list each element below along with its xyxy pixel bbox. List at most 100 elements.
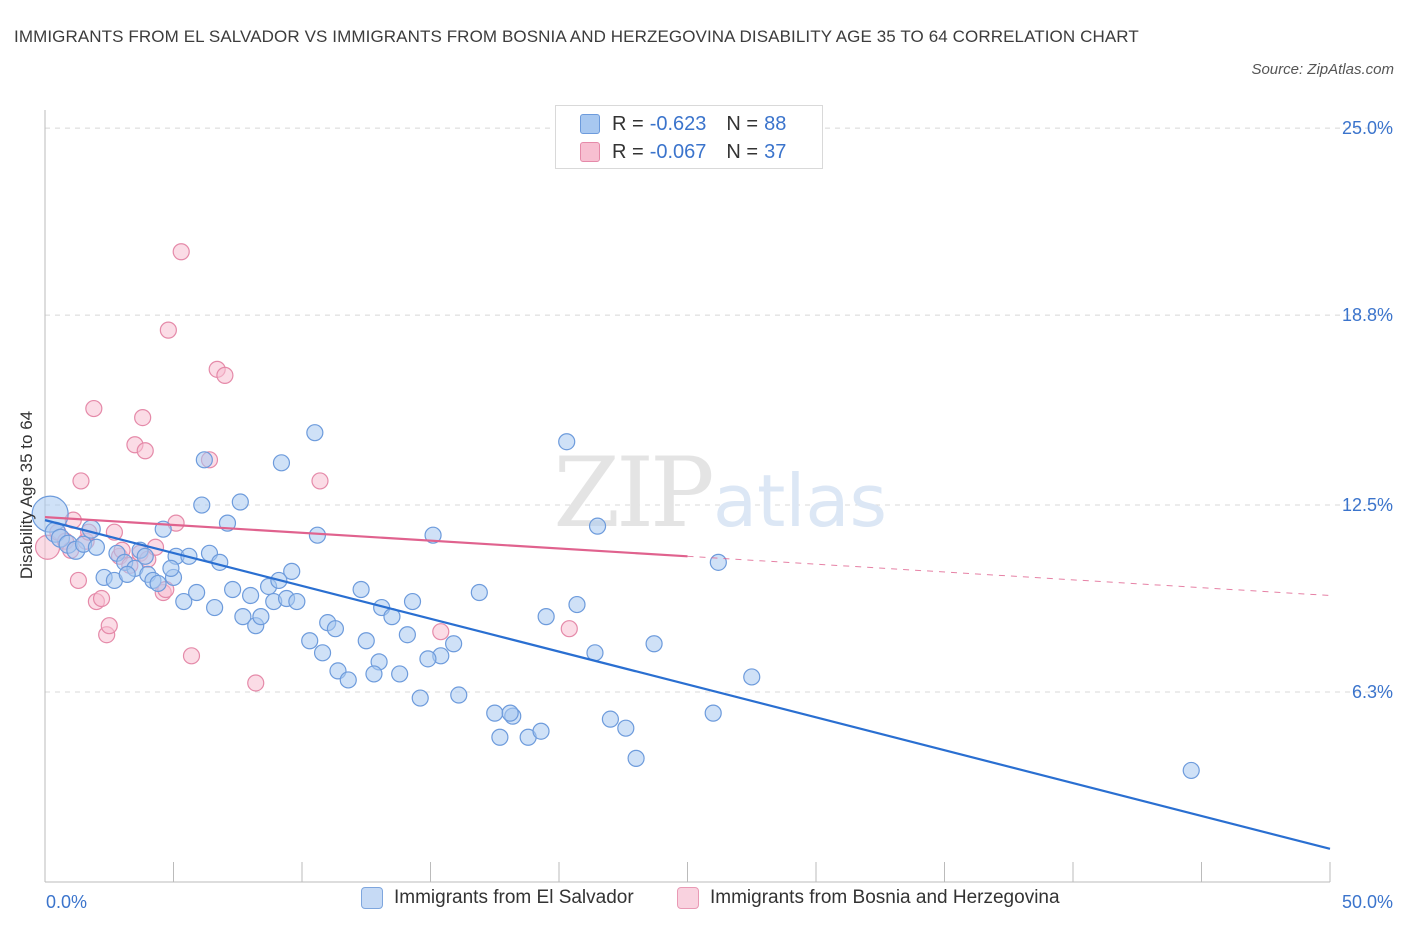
blue-point — [588, 517, 607, 535]
pink-point — [159, 321, 177, 339]
y-tick-label: 18.8% — [1342, 305, 1393, 325]
legend-item-el-salvador[interactable]: Immigrants from El Salvador — [361, 887, 634, 909]
blue-point — [1182, 761, 1200, 780]
pink-trend-extension — [687, 555, 1331, 597]
series-legend: Immigrants from El Salvador Immigrants f… — [0, 887, 1406, 917]
y-tick-label: 12.5% — [1342, 495, 1393, 515]
blue-point — [568, 595, 586, 614]
gridlines — [45, 127, 1390, 693]
blue-point — [195, 451, 213, 469]
blue-point — [491, 728, 509, 746]
blue-point — [558, 433, 576, 451]
y-tick-label: 25.0% — [1342, 118, 1393, 138]
blue-point — [470, 583, 488, 602]
trend-lines — [44, 516, 1331, 850]
blue-point — [306, 424, 324, 442]
blue-point — [411, 689, 429, 707]
r-value: -0.067 — [649, 140, 707, 163]
blue-point — [398, 626, 416, 644]
blue-point — [419, 650, 437, 668]
legend-swatch-blue — [580, 114, 600, 134]
blue-point — [743, 668, 761, 686]
watermark: ZIP atlas — [553, 437, 887, 549]
blue-point — [288, 592, 306, 611]
legend-swatch-pink — [580, 142, 600, 162]
blue-point — [242, 586, 260, 605]
r-label: R = — [612, 140, 644, 163]
watermark-zip: ZIP — [553, 437, 712, 549]
blue-point — [339, 671, 357, 689]
blue-point — [627, 749, 645, 767]
chart-title: IMMIGRANTS FROM EL SALVADOR VS IMMIGRANT… — [14, 27, 1139, 46]
blue-point — [357, 632, 375, 650]
blue-point — [175, 592, 193, 611]
pink-point — [69, 571, 88, 590]
pink-point — [136, 442, 154, 460]
blue-point — [645, 635, 663, 653]
blue-point — [81, 519, 101, 539]
blue-point — [149, 574, 167, 593]
source-label: Source: ZipAtlas.com — [1251, 61, 1394, 78]
axes — [44, 110, 1331, 883]
pink-points — [34, 243, 578, 692]
correlation-legend: R = -0.623 N = 88 R = -0.067 N = 37 — [555, 105, 823, 169]
blue-point — [403, 592, 422, 611]
blue-point — [224, 580, 242, 599]
pink-point — [432, 623, 450, 641]
n-label: N = — [726, 140, 759, 163]
blue-point — [252, 608, 270, 626]
blue-point — [424, 526, 442, 544]
blue-point — [326, 620, 345, 638]
pink-point — [216, 366, 234, 384]
blue-point — [486, 704, 504, 722]
legend-item-bosnia[interactable]: Immigrants from Bosnia and Herzegovina — [677, 887, 1060, 909]
blue-point — [501, 704, 519, 722]
blue-trend-line — [44, 519, 1331, 850]
x-tick-label-end: 50.0% — [1342, 892, 1393, 912]
legend-label: Immigrants from Bosnia and Herzegovina — [710, 887, 1060, 908]
blue-point — [601, 710, 620, 728]
r-value: -0.623 — [649, 112, 707, 135]
blue-point — [532, 722, 550, 740]
pink-point — [172, 243, 190, 261]
pink-point — [72, 472, 90, 490]
blue-point — [234, 608, 252, 626]
blue-point — [445, 635, 463, 653]
pink-trend-line — [44, 516, 688, 558]
blue-point — [283, 562, 301, 580]
blue-point — [188, 583, 206, 602]
pink-point — [560, 620, 578, 638]
pink-point — [311, 472, 329, 490]
blue-points — [31, 424, 1200, 780]
blue-point — [365, 665, 383, 683]
pink-point — [134, 408, 152, 427]
blue-point — [704, 704, 722, 722]
blue-point — [301, 632, 319, 650]
legend-swatch-blue — [361, 887, 383, 909]
blue-point — [87, 538, 106, 556]
blue-point — [450, 686, 468, 704]
blue-point — [308, 526, 327, 544]
blue-point — [206, 598, 224, 617]
blue-point — [272, 454, 291, 472]
y-tick-label: 6.3% — [1352, 682, 1393, 702]
legend-swatch-pink — [677, 887, 699, 909]
n-value: 37 — [764, 140, 787, 163]
pink-point — [247, 674, 265, 692]
blue-point — [617, 719, 635, 737]
blue-point — [231, 493, 249, 511]
watermark-atlas: atlas — [713, 459, 887, 543]
legend-label: Immigrants from El Salvador — [394, 887, 634, 908]
blue-point — [136, 547, 154, 565]
blue-point — [537, 608, 555, 626]
pink-point — [85, 399, 103, 418]
r-label: R = — [612, 112, 644, 135]
legend-row-blue: R = -0.623 N = 88 — [580, 110, 786, 138]
pink-point — [182, 647, 201, 665]
blue-point — [162, 559, 180, 577]
n-label: N = — [726, 112, 759, 135]
blue-point — [391, 665, 409, 683]
tick-labels: 6.3% 12.5% 18.8% 25.0% 0.0% 50.0% — [46, 118, 1393, 912]
pink-point — [100, 617, 118, 635]
